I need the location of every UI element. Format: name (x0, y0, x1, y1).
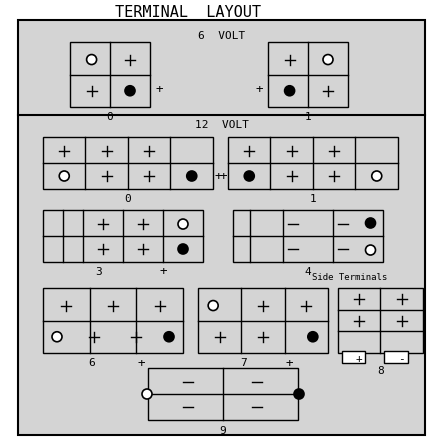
Text: 4: 4 (305, 267, 311, 277)
Circle shape (365, 218, 376, 228)
Bar (43, 210, 203, 262)
Bar (43, 288, 183, 353)
Text: 3: 3 (96, 267, 102, 277)
Circle shape (365, 245, 376, 255)
Bar (228, 137, 398, 189)
Text: 9: 9 (220, 426, 226, 436)
Bar (43, 137, 213, 189)
Bar (385, 351, 408, 363)
Circle shape (59, 171, 69, 181)
Text: 12  VOLT: 12 VOLT (195, 120, 249, 130)
Text: 6  VOLT: 6 VOLT (198, 31, 245, 41)
Text: +: + (255, 83, 263, 96)
Circle shape (178, 219, 188, 229)
Circle shape (52, 332, 62, 342)
Circle shape (187, 171, 197, 181)
Circle shape (244, 171, 254, 181)
Bar (342, 351, 365, 363)
Bar (198, 288, 328, 353)
Circle shape (308, 332, 318, 342)
Text: +: + (155, 83, 163, 96)
Text: +: + (285, 357, 293, 369)
Text: +: + (137, 357, 145, 369)
Circle shape (178, 244, 188, 254)
Text: -: - (398, 354, 405, 364)
Circle shape (164, 332, 174, 342)
Bar (148, 368, 298, 420)
Circle shape (125, 86, 135, 96)
Circle shape (284, 86, 295, 96)
Circle shape (323, 54, 333, 65)
Text: 0: 0 (107, 112, 113, 122)
Bar (338, 288, 423, 353)
Text: 6: 6 (89, 358, 95, 368)
Text: 1: 1 (310, 194, 316, 204)
Circle shape (86, 54, 97, 65)
Text: 0: 0 (124, 194, 132, 204)
Circle shape (372, 171, 382, 181)
Text: +: + (356, 354, 363, 364)
Circle shape (208, 300, 218, 311)
Text: 8: 8 (377, 366, 384, 376)
Circle shape (142, 389, 152, 399)
Bar (268, 42, 348, 107)
Text: 7: 7 (240, 358, 247, 368)
Circle shape (294, 389, 304, 399)
Bar (233, 210, 383, 262)
Text: 1: 1 (305, 112, 311, 122)
Text: TERMINAL  LAYOUT: TERMINAL LAYOUT (115, 4, 261, 19)
Text: Side Terminals: Side Terminals (312, 273, 388, 283)
Text: +: + (219, 170, 227, 183)
Text: +: + (159, 265, 167, 279)
Bar (70, 42, 150, 107)
Text: +: + (214, 170, 222, 183)
